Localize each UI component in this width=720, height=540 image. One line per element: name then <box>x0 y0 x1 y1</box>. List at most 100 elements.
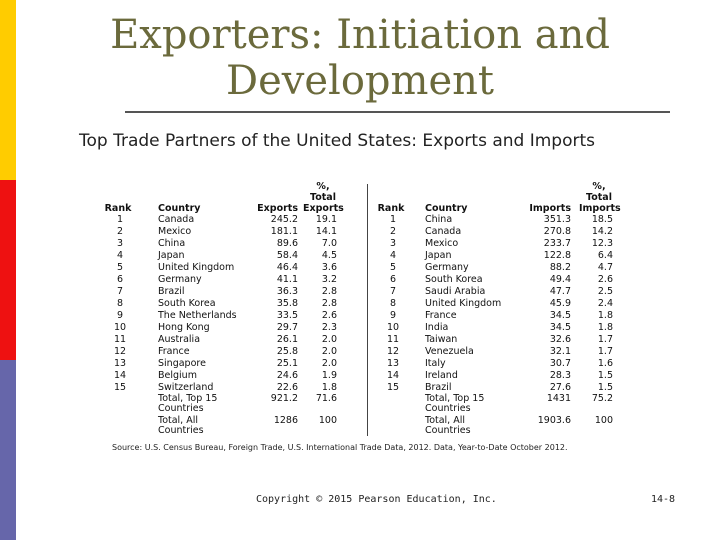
rank-cell: 12 <box>113 346 127 357</box>
country-cell: Japan <box>425 250 452 261</box>
accent-bar-purple <box>0 360 16 540</box>
country-cell: United Kingdom <box>425 298 502 309</box>
country-cell: United Kingdom <box>158 262 235 273</box>
pct-cell: 4.5 <box>321 250 337 261</box>
table-row: 12 Venezuela 32.1 1.7 <box>373 346 638 358</box>
total-row: Total, Top 15 Countries 921.2 71.6 <box>108 394 363 416</box>
rank-cell: 15 <box>113 382 127 393</box>
total-pct-cell: 100 <box>594 415 613 426</box>
exports-value-cell: 36.3 <box>276 286 298 297</box>
imports-value-cell: 233.7 <box>543 238 571 249</box>
imports-value-cell: 34.5 <box>549 310 571 321</box>
table-row: 4 Japan 58.4 4.5 <box>108 250 363 262</box>
country-cell: France <box>158 346 190 357</box>
source-note: Source: U.S. Census Bureau, Foreign Trad… <box>112 443 568 452</box>
table-row: 9 France 34.5 1.8 <box>373 310 638 322</box>
trade-partners-table: Rank Country Exports %, Total Exports 1 Canad… <box>105 180 638 455</box>
total-label-cell: Total, All Countries <box>425 415 471 436</box>
country-cell: Hong Kong <box>158 322 210 333</box>
imports-value-cell: 351.3 <box>543 214 571 225</box>
total-label-cell: Total, Top 15 Countries <box>158 393 218 414</box>
table-row: 1 Canada 245.2 19.1 <box>108 214 363 226</box>
rank-cell: 1 <box>116 214 124 225</box>
pct-cell: 14.1 <box>315 226 337 237</box>
total-pct-cell: 100 <box>318 415 337 426</box>
rank-cell: 11 <box>113 334 127 345</box>
total-row: Total, All Countries 1903.6 100 <box>373 416 638 438</box>
total-label-cell: Total, Top 15 Countries <box>425 393 485 414</box>
exports-header-row: Rank Country Exports %, Total Exports <box>105 180 363 214</box>
rank-cell: 6 <box>116 274 124 285</box>
rank-cell: 6 <box>389 274 397 285</box>
rank-cell: 11 <box>386 334 400 345</box>
pct-cell: 2.6 <box>597 274 613 285</box>
imports-value-cell: 47.7 <box>549 286 571 297</box>
rank-cell: 8 <box>116 298 124 309</box>
pct-cell: 1.8 <box>321 382 337 393</box>
country-cell: Belgium <box>158 370 197 381</box>
pct-cell: 2.0 <box>321 334 337 345</box>
pct-cell: 3.6 <box>321 262 337 273</box>
table-row: 6 South Korea 49.4 2.6 <box>373 274 638 286</box>
pct-total-header: %, Total Exports <box>303 181 344 214</box>
pct-cell: 1.7 <box>597 334 613 345</box>
country-cell: Germany <box>158 274 202 285</box>
rank-cell: 14 <box>386 370 400 381</box>
pct-cell: 2.8 <box>321 286 337 297</box>
exports-value-cell: 33.5 <box>276 310 298 321</box>
table-row: 14 Belgium 24.6 1.9 <box>108 370 363 382</box>
imports-value-cell: 27.6 <box>549 382 571 393</box>
table-row: 6 Germany 41.1 3.2 <box>108 274 363 286</box>
rank-cell: 1 <box>389 214 397 225</box>
table-row: 13 Italy 30.7 1.6 <box>373 358 638 370</box>
imports-value-cell: 270.8 <box>543 226 571 237</box>
rank-cell: 2 <box>389 226 397 237</box>
rank-cell: 12 <box>386 346 400 357</box>
country-cell: Canada <box>158 214 195 225</box>
pct-cell: 19.1 <box>315 214 337 225</box>
exports-value-cell: 58.4 <box>276 250 298 261</box>
table-row: 3 China 89.6 7.0 <box>108 238 363 250</box>
country-cell: Germany <box>425 262 469 273</box>
pct-cell: 1.6 <box>597 358 613 369</box>
table-row: 5 Germany 88.2 4.7 <box>373 262 638 274</box>
exports-value-cell: 41.1 <box>276 274 298 285</box>
total-value-cell: 1431 <box>546 393 571 404</box>
rank-cell: 14 <box>113 370 127 381</box>
country-cell: The Netherlands <box>158 310 237 321</box>
country-cell: South Korea <box>158 298 216 309</box>
table-row: 2 Mexico 181.1 14.1 <box>108 226 363 238</box>
pct-cell: 2.3 <box>321 322 337 333</box>
pct-cell: 1.8 <box>597 310 613 321</box>
pct-cell: 2.8 <box>321 298 337 309</box>
table-row: 11 Australia 26.1 2.0 <box>108 334 363 346</box>
total-value-cell: 1903.6 <box>537 415 571 426</box>
imports-value-cell: 32.6 <box>549 334 571 345</box>
country-cell: Saudi Arabia <box>425 286 486 297</box>
exports-header: Exports <box>257 203 298 214</box>
rank-cell: 7 <box>389 286 397 297</box>
pct-cell: 3.2 <box>321 274 337 285</box>
country-header: Country <box>158 203 201 214</box>
country-cell: Taiwan <box>425 334 458 345</box>
country-cell: India <box>425 322 449 333</box>
imports-value-cell: 32.1 <box>549 346 571 357</box>
pct-cell: 1.9 <box>321 370 337 381</box>
rank-cell: 13 <box>386 358 400 369</box>
page-number: 14-8 <box>651 494 676 505</box>
pct-cell: 4.7 <box>597 262 613 273</box>
exports-value-cell: 89.6 <box>276 238 298 249</box>
exports-table: Rank Country Exports %, Total Exports 1 Canad… <box>105 180 363 438</box>
imports-value-cell: 45.9 <box>549 298 571 309</box>
country-cell: Brazil <box>425 382 452 393</box>
table-row: 12 France 25.8 2.0 <box>108 346 363 358</box>
rank-cell: 13 <box>113 358 127 369</box>
total-row: Total, All Countries 1286 100 <box>108 416 363 438</box>
accent-bar-red <box>0 180 16 360</box>
rank-cell: 5 <box>389 262 397 273</box>
rank-cell: 3 <box>116 238 124 249</box>
imports-value-cell: 28.3 <box>549 370 571 381</box>
slide-subtitle: Top Trade Partners of the United States:… <box>79 131 595 151</box>
rank-cell: 3 <box>389 238 397 249</box>
imports-value-cell: 88.2 <box>549 262 571 273</box>
